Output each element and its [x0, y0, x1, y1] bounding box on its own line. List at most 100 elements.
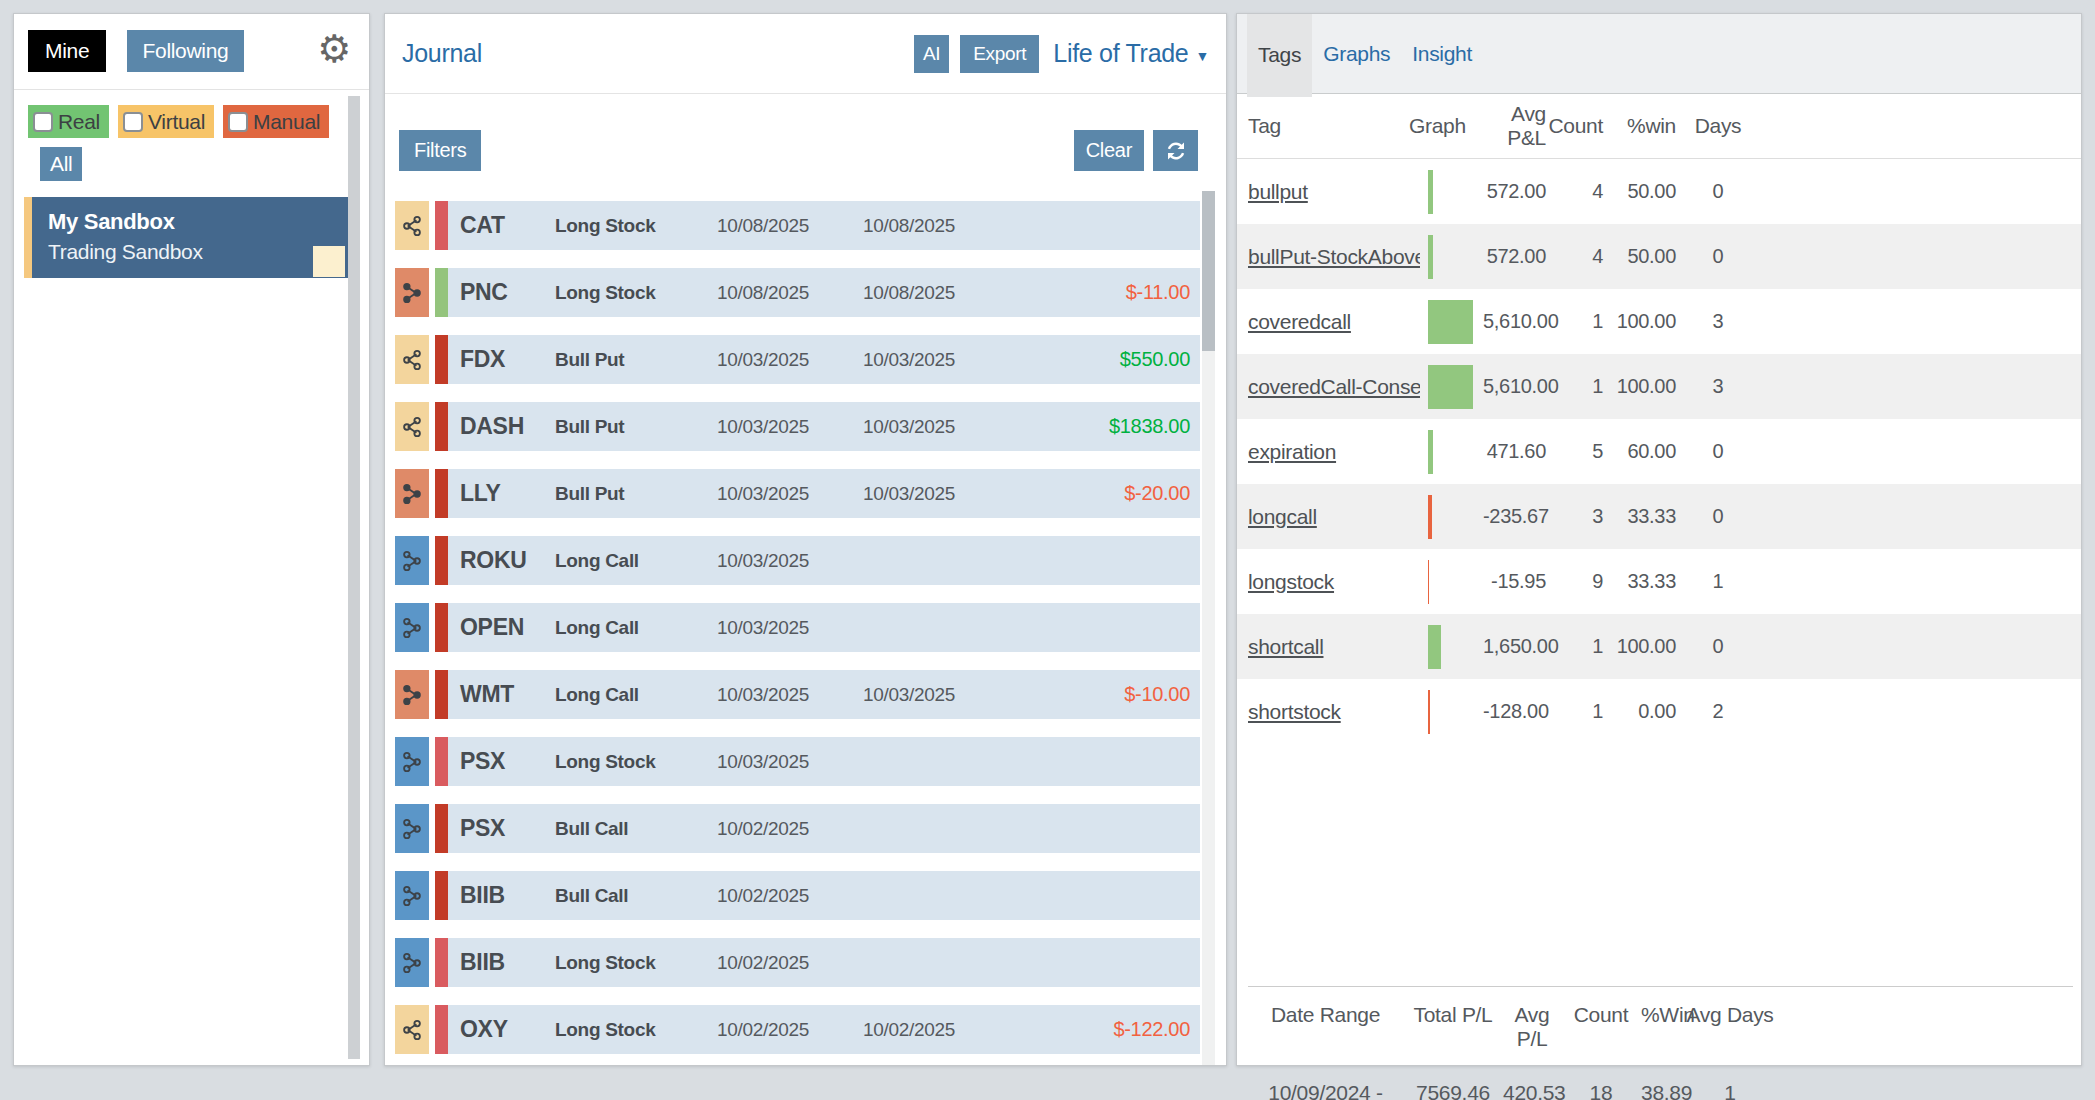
tag-win-pct: 100.00: [1603, 310, 1676, 333]
tag-avg-pnl: -15.95: [1483, 570, 1546, 593]
trade-row[interactable]: LLY Bull Put 10/03/2025 10/03/2025 $-20.…: [395, 469, 1200, 518]
trade-row-body: WMT Long Call 10/03/2025 10/03/2025 $-10…: [448, 670, 1200, 719]
gear-icon[interactable]: ⚙: [317, 28, 351, 70]
tag-link[interactable]: longcall: [1248, 505, 1317, 528]
share-icon[interactable]: [395, 402, 429, 451]
checkbox-icon[interactable]: [123, 112, 143, 132]
trade-row-body: PSX Bull Call 10/02/2025: [448, 804, 1200, 853]
mine-tab-button[interactable]: Mine: [28, 30, 106, 72]
tag-count: 9: [1546, 570, 1603, 593]
trade-row[interactable]: OPEN Long Call 10/03/2025: [395, 603, 1200, 652]
summary-cell: %Win: [1641, 1003, 1685, 1051]
summary-cell: Date Range: [1248, 1003, 1403, 1051]
journal-scrollbar-track[interactable]: [1202, 191, 1215, 1065]
share-icon[interactable]: [395, 201, 429, 250]
sidebar-scrollbar[interactable]: [348, 96, 360, 1059]
tab-insight[interactable]: Insight: [1401, 14, 1483, 93]
trade-strategy: Long Call: [555, 684, 717, 706]
tag-count: 5: [1546, 440, 1603, 463]
share-icon[interactable]: [395, 335, 429, 384]
trade-symbol: LLY: [460, 480, 555, 507]
trade-open-date: 10/03/2025: [717, 483, 863, 505]
share-icon[interactable]: [395, 536, 429, 585]
trade-status-stripe: [435, 804, 448, 853]
tag-link[interactable]: expiration: [1248, 440, 1336, 463]
filter-all-button[interactable]: All: [40, 147, 82, 181]
checkbox-icon[interactable]: [33, 112, 53, 132]
col-graph: Graph: [1409, 114, 1483, 138]
refresh-icon: [1164, 139, 1188, 163]
tag-avg-pnl: -128.00: [1483, 700, 1546, 723]
following-tab-button[interactable]: Following: [127, 30, 243, 72]
tag-win-pct: 33.33: [1603, 505, 1676, 528]
account-title: My Sandbox: [48, 209, 336, 235]
account-type-checkbox-real[interactable]: Real: [28, 105, 109, 138]
tag-link[interactable]: coveredCall-Conservative: [1248, 375, 1420, 398]
refresh-button[interactable]: [1153, 130, 1198, 171]
share-icon[interactable]: [395, 1005, 429, 1054]
tag-link[interactable]: bullPut-StockAbove200S: [1248, 245, 1420, 268]
trade-open-date: 10/03/2025: [717, 416, 863, 438]
tag-link[interactable]: bullput: [1248, 180, 1308, 203]
trade-row[interactable]: DASH Bull Put 10/03/2025 10/03/2025 $183…: [395, 402, 1200, 451]
trade-list: CAT Long Stock 10/08/2025 10/08/2025 PNC…: [385, 201, 1226, 1054]
trade-symbol: OXY: [460, 1016, 555, 1043]
tag-avg-pnl: 1,650.00: [1483, 635, 1546, 658]
share-icon[interactable]: [395, 670, 429, 719]
share-icon[interactable]: [395, 603, 429, 652]
trade-row[interactable]: WMT Long Call 10/03/2025 10/03/2025 $-10…: [395, 670, 1200, 719]
checkbox-label: Virtual: [148, 110, 205, 134]
trade-pnl: $-10.00: [1013, 683, 1200, 706]
tag-link[interactable]: coveredcall: [1248, 310, 1351, 333]
trade-strategy: Long Call: [555, 617, 717, 639]
summary-cell: Count: [1561, 1003, 1641, 1051]
trade-row-body: DASH Bull Put 10/03/2025 10/03/2025 $183…: [448, 402, 1200, 451]
tags-summary: Date RangeTotal P/LAvg P/LCount%WinAvg D…: [1248, 986, 2073, 1100]
tag-link[interactable]: shortstock: [1248, 700, 1341, 723]
trade-row[interactable]: BIIB Long Stock 10/02/2025: [395, 938, 1200, 987]
trade-status-stripe: [435, 402, 448, 451]
checkbox-icon[interactable]: [228, 112, 248, 132]
view-selector-dropdown[interactable]: Life of Trade ▼: [1053, 39, 1209, 68]
tab-graphs[interactable]: Graphs: [1312, 14, 1401, 93]
tag-count: 4: [1546, 180, 1603, 203]
tag-link[interactable]: longstock: [1248, 570, 1334, 593]
trade-row-body: LLY Bull Put 10/03/2025 10/03/2025 $-20.…: [448, 469, 1200, 518]
account-type-checkbox-manual[interactable]: Manual: [223, 105, 329, 138]
export-button[interactable]: Export: [960, 35, 1039, 73]
clear-button[interactable]: Clear: [1074, 130, 1144, 171]
trade-open-date: 10/02/2025: [717, 952, 863, 974]
tag-row: longcall -235.67 3 33.33 0: [1237, 484, 2081, 549]
share-icon[interactable]: [395, 737, 429, 786]
share-icon[interactable]: [395, 871, 429, 920]
filters-button[interactable]: Filters: [399, 130, 481, 171]
journal-scrollbar-thumb[interactable]: [1202, 191, 1215, 351]
col-count: Count: [1546, 114, 1603, 138]
trade-row[interactable]: OXY Long Stock 10/02/2025 10/02/2025 $-1…: [395, 1005, 1200, 1054]
tag-days: 0: [1676, 440, 1746, 463]
trade-row[interactable]: FDX Bull Put 10/03/2025 10/03/2025 $550.…: [395, 335, 1200, 384]
account-type-filters: Real Virtual Manual: [14, 90, 369, 138]
trade-status-stripe: [435, 938, 448, 987]
trade-row[interactable]: BIIB Bull Call 10/02/2025: [395, 871, 1200, 920]
share-icon[interactable]: [395, 469, 429, 518]
sandbox-account-item[interactable]: My Sandbox Trading Sandbox: [24, 197, 350, 278]
share-icon[interactable]: [395, 804, 429, 853]
account-type-checkbox-virtual[interactable]: Virtual: [118, 105, 214, 138]
trade-row[interactable]: CAT Long Stock 10/08/2025 10/08/2025: [395, 201, 1200, 250]
trade-row-body: FDX Bull Put 10/03/2025 10/03/2025 $550.…: [448, 335, 1200, 384]
trade-row-body: BIIB Long Stock 10/02/2025: [448, 938, 1200, 987]
trade-strategy: Bull Put: [555, 416, 717, 438]
ai-button[interactable]: AI: [914, 35, 949, 73]
trade-row[interactable]: PNC Long Stock 10/08/2025 10/08/2025 $-1…: [395, 268, 1200, 317]
view-selector-label: Life of Trade: [1053, 39, 1188, 68]
share-icon[interactable]: [395, 268, 429, 317]
trade-row[interactable]: ROKU Long Call 10/03/2025: [395, 536, 1200, 585]
trade-status-stripe: [435, 268, 448, 317]
trade-row[interactable]: PSX Long Stock 10/03/2025: [395, 737, 1200, 786]
share-icon[interactable]: [395, 938, 429, 987]
tag-pnl-bar: [1428, 430, 1433, 474]
tag-link[interactable]: shortcall: [1248, 635, 1324, 658]
trade-row[interactable]: PSX Bull Call 10/02/2025: [395, 804, 1200, 853]
tab-tags[interactable]: Tags: [1247, 14, 1312, 97]
